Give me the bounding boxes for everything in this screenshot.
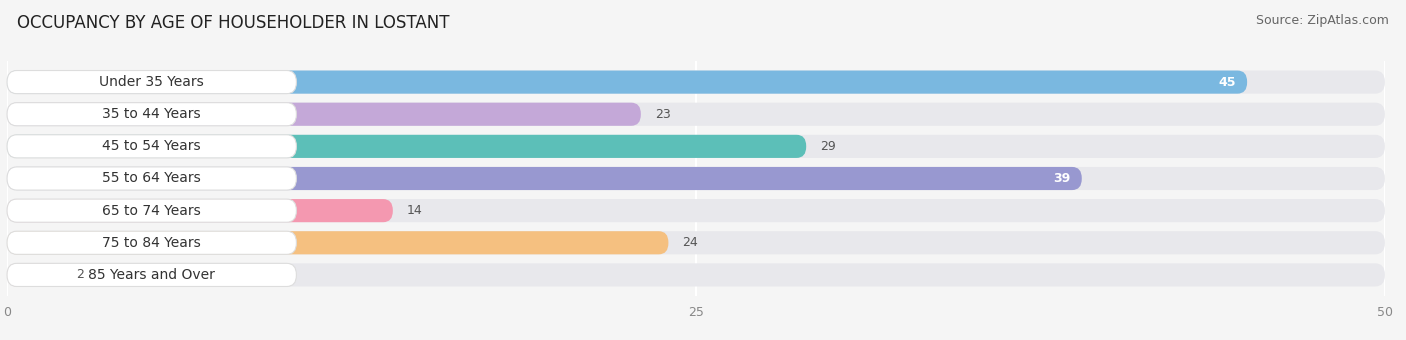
FancyBboxPatch shape [7,167,1385,190]
Text: 85 Years and Over: 85 Years and Over [89,268,215,282]
FancyBboxPatch shape [7,70,1385,94]
FancyBboxPatch shape [7,167,1081,190]
FancyBboxPatch shape [7,264,1385,287]
FancyBboxPatch shape [7,264,297,287]
Text: 14: 14 [406,204,422,217]
Text: 29: 29 [820,140,835,153]
Text: 75 to 84 Years: 75 to 84 Years [103,236,201,250]
Text: 24: 24 [682,236,697,249]
Text: 35 to 44 Years: 35 to 44 Years [103,107,201,121]
Text: OCCUPANCY BY AGE OF HOUSEHOLDER IN LOSTANT: OCCUPANCY BY AGE OF HOUSEHOLDER IN LOSTA… [17,14,450,32]
FancyBboxPatch shape [7,199,1385,222]
Text: 23: 23 [655,108,671,121]
FancyBboxPatch shape [7,231,297,254]
Text: 65 to 74 Years: 65 to 74 Years [103,204,201,218]
FancyBboxPatch shape [7,103,297,126]
FancyBboxPatch shape [7,167,297,190]
Text: 39: 39 [1053,172,1071,185]
FancyBboxPatch shape [7,135,297,158]
Text: 45 to 54 Years: 45 to 54 Years [103,139,201,153]
FancyBboxPatch shape [7,70,297,94]
FancyBboxPatch shape [7,231,1385,254]
FancyBboxPatch shape [7,199,392,222]
FancyBboxPatch shape [7,103,641,126]
FancyBboxPatch shape [7,70,1247,94]
FancyBboxPatch shape [7,199,297,222]
Text: 55 to 64 Years: 55 to 64 Years [103,171,201,186]
Text: Source: ZipAtlas.com: Source: ZipAtlas.com [1256,14,1389,27]
Text: Under 35 Years: Under 35 Years [100,75,204,89]
Text: 45: 45 [1219,75,1236,89]
FancyBboxPatch shape [7,135,1385,158]
Text: 2: 2 [76,268,84,282]
FancyBboxPatch shape [7,264,62,287]
FancyBboxPatch shape [7,135,806,158]
FancyBboxPatch shape [7,231,668,254]
FancyBboxPatch shape [7,103,1385,126]
